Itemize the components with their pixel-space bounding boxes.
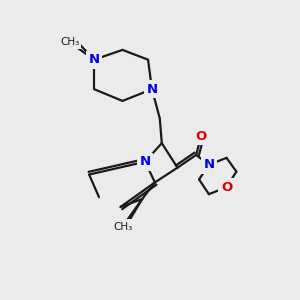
Text: N: N — [140, 155, 151, 168]
Text: N: N — [203, 158, 214, 171]
Text: N: N — [88, 53, 100, 66]
Text: O: O — [221, 181, 232, 194]
Text: O: O — [195, 130, 207, 143]
Text: CH₃: CH₃ — [113, 222, 132, 232]
Text: N: N — [146, 82, 158, 96]
Text: CH₃: CH₃ — [60, 37, 79, 47]
